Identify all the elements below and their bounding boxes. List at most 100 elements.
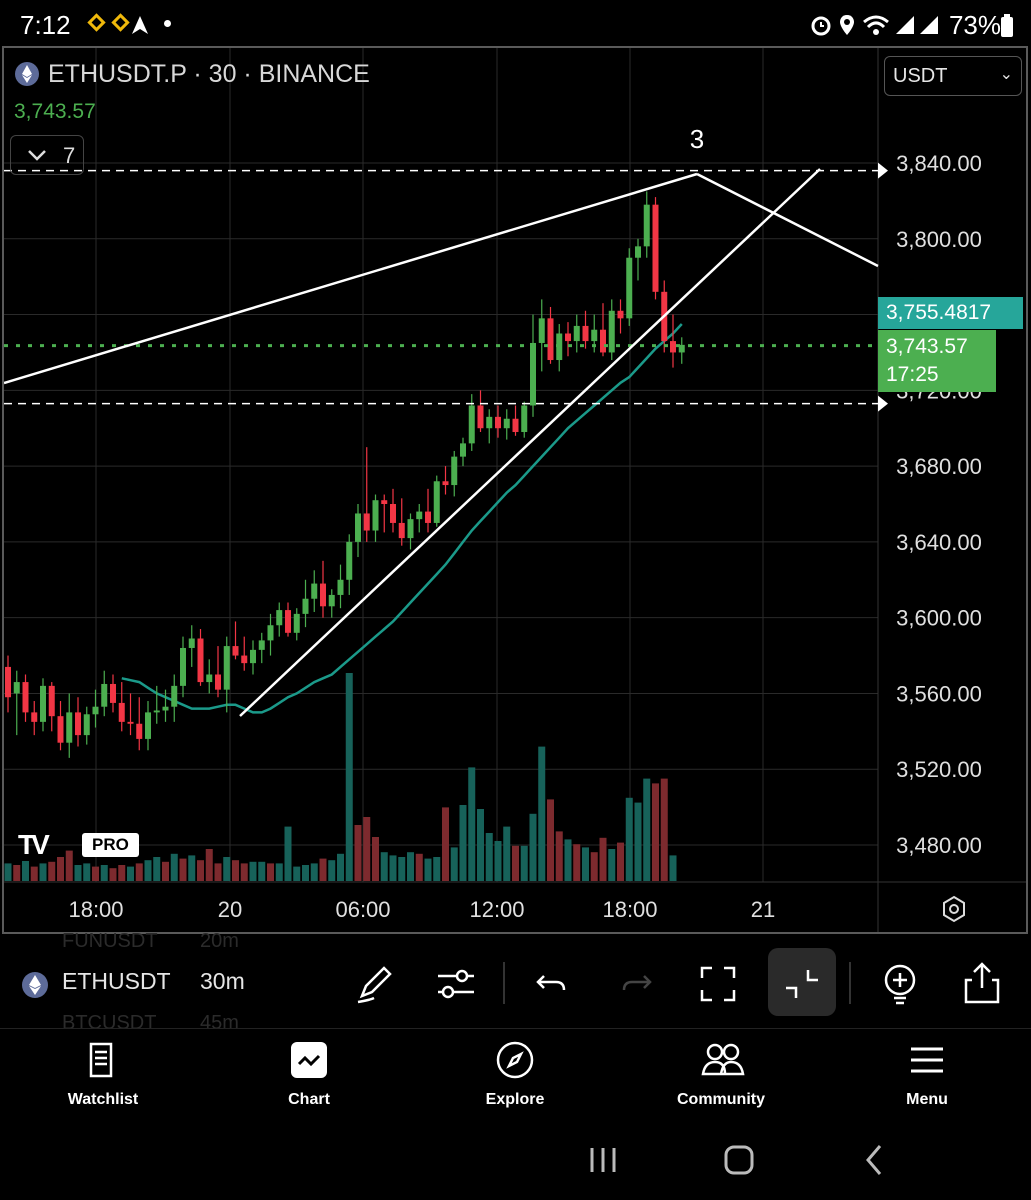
drawing-tools-button[interactable] bbox=[344, 956, 404, 1012]
candle-body bbox=[477, 405, 484, 429]
candle-body bbox=[565, 333, 571, 342]
volume-bar bbox=[232, 860, 239, 881]
home-button[interactable] bbox=[714, 1140, 764, 1180]
price-axis-label: 3,680.00 bbox=[896, 454, 982, 479]
candle-body bbox=[276, 610, 283, 626]
candle-body bbox=[425, 511, 431, 523]
currency-select[interactable]: USDT ⌄ bbox=[884, 56, 1022, 96]
candle-body bbox=[13, 682, 20, 694]
nav-community[interactable]: Community bbox=[641, 1036, 801, 1116]
volume-bar bbox=[512, 845, 519, 881]
indicators-button[interactable] bbox=[426, 956, 486, 1012]
fullscreen-button[interactable] bbox=[688, 956, 748, 1012]
battery-icon bbox=[1001, 14, 1013, 37]
symbol-selector[interactable]: ETHUSDT bbox=[62, 968, 171, 994]
ethereum-icon bbox=[14, 61, 40, 87]
candle-body bbox=[547, 318, 554, 361]
community-icon bbox=[701, 1043, 745, 1076]
volume-bar bbox=[328, 860, 336, 881]
toolbar-divider bbox=[849, 962, 851, 1004]
volume-bar bbox=[135, 863, 143, 881]
volume-bar bbox=[625, 797, 633, 881]
candle-body bbox=[145, 712, 151, 739]
candle-body bbox=[311, 583, 318, 599]
volume-bar bbox=[258, 861, 266, 881]
candle-body bbox=[40, 685, 46, 722]
volume-bar bbox=[179, 858, 187, 881]
volume-bar bbox=[83, 863, 91, 881]
add-alert-button[interactable] bbox=[870, 956, 930, 1012]
candle-body bbox=[512, 418, 519, 433]
candle-body bbox=[101, 683, 108, 707]
chevron-down-icon bbox=[25, 140, 49, 176]
indicators-toggle[interactable]: 7 bbox=[10, 135, 84, 175]
candle-body bbox=[258, 640, 265, 650]
recent-apps-button[interactable] bbox=[578, 1140, 628, 1180]
fullscreen-icon bbox=[700, 966, 736, 1002]
collapse-icon bbox=[786, 970, 818, 998]
toolbar-divider bbox=[503, 962, 505, 1004]
candle-body bbox=[626, 257, 633, 319]
price-axis-label: 3,520.00 bbox=[896, 757, 982, 782]
price-axis-label: 3,840.00 bbox=[896, 151, 982, 176]
volume-bar bbox=[284, 826, 292, 881]
symbol-header[interactable]: ETHUSDT.P · 30 · BINANCE bbox=[14, 60, 370, 89]
redo-button[interactable] bbox=[606, 956, 666, 1012]
candle-body bbox=[110, 683, 116, 703]
recent-apps-icon bbox=[590, 1148, 616, 1172]
nav-label: Explore bbox=[485, 1091, 545, 1108]
watchlist-icon bbox=[89, 1042, 113, 1078]
chart-toolbar bbox=[0, 936, 1031, 1028]
collapse-button[interactable] bbox=[768, 948, 836, 1016]
menu-icon bbox=[911, 1047, 943, 1073]
candle-body bbox=[442, 481, 449, 486]
nav-label: Community bbox=[677, 1091, 765, 1108]
chart-settings-button[interactable] bbox=[938, 893, 970, 925]
volume-bar bbox=[13, 865, 21, 881]
candle-body bbox=[232, 646, 239, 656]
volume-bar bbox=[65, 850, 73, 881]
candle-body bbox=[162, 706, 169, 711]
nav-menu[interactable]: Menu bbox=[847, 1036, 1007, 1116]
volume-bar bbox=[345, 673, 353, 881]
candle-body bbox=[390, 504, 396, 523]
last-price: 3,743.57 bbox=[14, 100, 96, 123]
candle-body bbox=[136, 723, 143, 739]
nav-explore[interactable]: Explore bbox=[435, 1036, 595, 1116]
dot-icon bbox=[164, 20, 171, 27]
volume-bar bbox=[424, 858, 432, 881]
volume-bar bbox=[459, 805, 467, 881]
currency-value: USDT bbox=[893, 65, 948, 87]
candle-body bbox=[503, 418, 510, 429]
location-icon bbox=[840, 15, 854, 35]
undo-button[interactable] bbox=[522, 956, 582, 1012]
volume-bar bbox=[162, 861, 169, 881]
share-button[interactable] bbox=[952, 956, 1012, 1012]
redo-icon bbox=[622, 975, 652, 991]
volume-bar bbox=[477, 809, 484, 881]
price-chart[interactable]: 3 3,840.00 3,800.00 3,680.00 3,640.00 3,600.0… bbox=[4, 48, 1026, 932]
back-button[interactable] bbox=[850, 1140, 900, 1180]
volume-bar bbox=[485, 833, 493, 881]
volume-bar bbox=[127, 866, 134, 881]
chart-frame bbox=[2, 46, 1028, 934]
candle-body bbox=[48, 685, 55, 717]
nav-watchlist[interactable]: Watchlist bbox=[23, 1036, 183, 1116]
home-icon bbox=[724, 1145, 754, 1175]
volume-bar bbox=[153, 857, 161, 881]
candle-body bbox=[83, 714, 90, 736]
candle-body bbox=[608, 310, 615, 353]
volume-bar bbox=[450, 847, 458, 881]
volume-bar bbox=[529, 813, 537, 881]
nav-chart[interactable]: Chart bbox=[229, 1036, 389, 1116]
volume-bar bbox=[652, 783, 659, 881]
ghost-interval-above: 20m bbox=[200, 930, 239, 952]
candle-body bbox=[530, 342, 536, 406]
share-icon bbox=[964, 962, 1000, 1004]
candle-body bbox=[180, 647, 186, 686]
interval-selector[interactable]: 30m bbox=[200, 968, 245, 994]
candle-body bbox=[678, 344, 685, 353]
candle-body bbox=[118, 702, 125, 722]
volume-bar bbox=[354, 825, 362, 881]
candle-body bbox=[451, 456, 458, 486]
